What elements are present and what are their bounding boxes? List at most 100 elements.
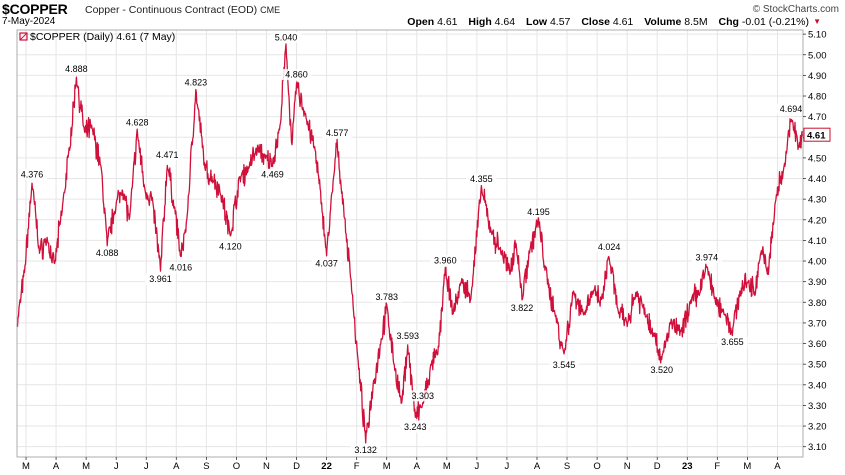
annotation-bg: [215, 240, 246, 252]
x-tick-label: J: [144, 461, 149, 472]
annotation-bg: [400, 421, 431, 433]
annotation-bg: [523, 206, 554, 218]
chg-label: Chg: [718, 16, 739, 28]
price-annotation: 3.974: [696, 252, 719, 262]
y-tick-label: 3.90: [808, 277, 827, 288]
price-annotation: 4.888: [65, 64, 88, 74]
x-tick-label: F: [714, 461, 720, 472]
price-annotation: 3.545: [553, 360, 576, 370]
low-label: Low: [526, 16, 548, 28]
annotation-bg: [165, 262, 197, 274]
annotation-bg: [506, 302, 538, 314]
y-tick-label: 4.20: [808, 215, 827, 226]
y-tick-label: 4.80: [808, 92, 827, 103]
x-tick-label: M: [443, 461, 451, 472]
annotation-bg: [270, 32, 302, 44]
symbol-description: Copper - Continuous Contract (EOD) CME: [85, 4, 280, 16]
plot-frame: [16, 29, 804, 458]
y-tick-label: 4.50: [808, 153, 827, 164]
x-tick-label: N: [263, 461, 270, 472]
down-triangle-icon: ▼: [813, 17, 821, 26]
x-tick-label: A: [534, 461, 541, 472]
x-tick-label: 23: [682, 461, 693, 472]
stockcharts-brand[interactable]: © StockCharts.com: [752, 4, 839, 15]
x-tick-label: O: [593, 461, 600, 472]
price-annotation: 4.628: [126, 117, 149, 127]
low-value: 4.57: [549, 16, 571, 28]
x-tick-label: J: [505, 461, 510, 472]
y-tick-label: 3.30: [808, 401, 827, 412]
copper-price-line: [16, 43, 804, 444]
annotation-bg: [407, 390, 439, 402]
annotation-bg: [180, 76, 212, 88]
ohlc-summary: Open 4.61 High 4.64 Low 4.57 Close 4.61 …: [407, 16, 809, 28]
annotation-bg: [371, 291, 402, 303]
price-series: [16, 43, 804, 444]
annotation-bg: [430, 254, 461, 266]
x-tick-label: A: [774, 461, 781, 472]
price-annotation: 4.024: [598, 242, 621, 252]
annotation-bg: [646, 364, 677, 376]
y-tick-label: 3.40: [808, 380, 827, 391]
price-annotation: 3.961: [149, 274, 172, 284]
annotation-bg: [121, 116, 153, 128]
y-tick-label: 3.60: [808, 339, 827, 350]
price-annotation: 4.376: [21, 169, 44, 179]
price-annotation: 4.694: [780, 104, 803, 114]
x-tick-label: S: [564, 461, 570, 472]
close-label: Close: [581, 16, 610, 28]
x-tick-label: J: [114, 461, 119, 472]
annotation-bg: [311, 257, 342, 269]
y-tick-label: 4.90: [808, 71, 827, 82]
high-label: High: [468, 16, 492, 28]
grid-lines: [17, 30, 803, 457]
x-tick-label: D: [654, 461, 661, 472]
y-tick-label: 4.70: [808, 112, 827, 123]
axes: 3.10 3.20 3.30 3.40 3.50 3.60 3.70 3.80 3.90 4.00…: [16, 29, 831, 472]
y-tick-label: 5.10: [808, 30, 827, 41]
annotation-bg: [350, 444, 381, 456]
y-tick-label: 5.00: [808, 50, 827, 61]
price-annotation: 3.593: [396, 331, 419, 341]
x-tick-label: N: [624, 461, 631, 472]
annotation-bg: [593, 241, 625, 253]
x-tick-label: M: [82, 461, 90, 472]
y-tick-label: 4.40: [808, 174, 827, 185]
price-annotations: 4.376 4.888 4.088 4.628 3.961 4.471 4.016 4.823…: [16, 32, 807, 456]
x-tick-label: 22: [321, 461, 332, 472]
y-tick-label: 4.10: [808, 236, 827, 247]
chart-title-row: $COPPER Copper - Continuous Contract (EO…: [0, 1, 845, 17]
x-tick-label: M: [22, 461, 30, 472]
price-annotation: 3.520: [650, 365, 673, 375]
chart-legend: $COPPER (Daily) 4.61 (7 May): [19, 31, 175, 43]
legend-swatch-line: [19, 32, 28, 41]
price-annotation: 4.471: [156, 150, 179, 160]
open-label: Open: [407, 16, 435, 28]
annotation-bg: [145, 273, 176, 285]
price-annotation: 4.088: [96, 248, 119, 258]
legend-swatch: [19, 32, 28, 41]
x-tick-label: A: [173, 461, 180, 472]
x-tick-label: S: [203, 461, 209, 472]
x-tick-label: D: [293, 461, 300, 472]
y-tick-label: 3.20: [808, 422, 827, 433]
price-annotation: 4.860: [285, 70, 308, 80]
annotation-bg: [61, 63, 92, 75]
annotation-bg: [775, 103, 807, 115]
last-value-box: [803, 127, 831, 142]
annotation-bg: [548, 359, 580, 371]
y-tick-label: 4.00: [808, 257, 827, 268]
volume-value: 8.5M: [684, 16, 708, 28]
price-annotation: 4.195: [527, 207, 550, 217]
price-annotation: 4.469: [261, 169, 284, 179]
price-annotation: 4.120: [219, 241, 242, 251]
y-tick-label: 3.10: [808, 442, 827, 453]
y-tick-label: 4.30: [808, 195, 827, 206]
annotation-bg: [392, 330, 423, 342]
x-tick-label: J: [475, 461, 480, 472]
price-annotation: 4.823: [185, 77, 208, 87]
y-tick-label: 3.70: [808, 318, 827, 329]
price-annotation: 3.783: [375, 292, 398, 302]
price-annotation: 4.016: [170, 263, 193, 273]
